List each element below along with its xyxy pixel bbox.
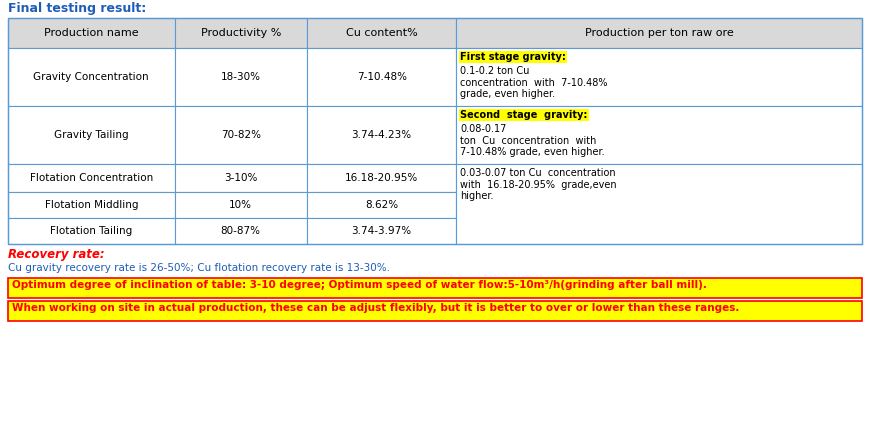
Bar	[456, 106, 862, 164]
Bar	[8, 18, 862, 244]
Text: Recovery rate:: Recovery rate:	[8, 248, 104, 261]
Bar	[8, 278, 862, 298]
Bar	[8, 218, 175, 244]
Text: 3-10%: 3-10%	[224, 173, 258, 183]
Text: When working on site in actual production, these can be adjust flexibly, but it : When working on site in actual productio…	[12, 303, 739, 313]
Bar	[307, 164, 456, 192]
Text: 7-10.48%: 7-10.48%	[357, 72, 407, 82]
Text: Final testing result:: Final testing result:	[8, 2, 146, 15]
Text: Flotation Middling: Flotation Middling	[45, 200, 138, 210]
Bar	[8, 192, 175, 218]
Bar	[8, 164, 175, 192]
Text: 70-82%: 70-82%	[221, 130, 260, 140]
Bar	[175, 218, 307, 244]
Bar	[8, 106, 175, 164]
Bar	[307, 106, 456, 164]
Bar	[307, 18, 456, 48]
Text: Flotation Concentration: Flotation Concentration	[30, 173, 153, 183]
Bar	[8, 48, 175, 106]
Text: Optimum degree of inclination of table: 3-10 degree; Optimum speed of water flow: Optimum degree of inclination of table: …	[12, 280, 707, 290]
Bar	[307, 192, 456, 218]
Text: Productivity %: Productivity %	[201, 28, 281, 38]
Text: Flotation Tailing: Flotation Tailing	[50, 226, 132, 236]
Text: Production name: Production name	[44, 28, 139, 38]
Bar	[456, 164, 862, 244]
Text: Gravity Concentration: Gravity Concentration	[33, 72, 149, 82]
Text: 0.03-0.07 ton Cu  concentration
with  16.18-20.95%  grade,even
higher.: 0.03-0.07 ton Cu concentration with 16.1…	[460, 168, 617, 201]
Text: 3.74-4.23%: 3.74-4.23%	[352, 130, 411, 140]
Text: First stage gravity:: First stage gravity:	[460, 52, 567, 62]
Text: 10%: 10%	[229, 200, 253, 210]
Bar	[307, 218, 456, 244]
Bar	[175, 192, 307, 218]
Bar	[175, 18, 307, 48]
Bar	[456, 48, 862, 106]
Text: 0.08-0.17
ton  Cu  concentration  with
7-10.48% grade, even higher.: 0.08-0.17 ton Cu concentration with 7-10…	[460, 124, 605, 157]
Bar	[456, 18, 862, 48]
Text: 0.1-0.2 ton Cu
concentration  with  7-10.48%
grade, even higher.: 0.1-0.2 ton Cu concentration with 7-10.4…	[460, 66, 608, 99]
Text: 80-87%: 80-87%	[221, 226, 260, 236]
Text: 16.18-20.95%: 16.18-20.95%	[345, 173, 418, 183]
Text: Gravity Tailing: Gravity Tailing	[54, 130, 129, 140]
Bar	[175, 48, 307, 106]
Text: Cu content%: Cu content%	[346, 28, 417, 38]
Bar	[307, 48, 456, 106]
Text: 18-30%: 18-30%	[221, 72, 260, 82]
Bar	[175, 164, 307, 192]
Text: Cu gravity recovery rate is 26-50%; Cu flotation recovery rate is 13-30%.: Cu gravity recovery rate is 26-50%; Cu f…	[8, 263, 390, 273]
Text: Second  stage  gravity:: Second stage gravity:	[460, 110, 588, 120]
Text: Production per ton raw ore: Production per ton raw ore	[585, 28, 733, 38]
Bar	[175, 106, 307, 164]
Bar	[8, 301, 862, 321]
Bar	[8, 18, 175, 48]
Text: 8.62%: 8.62%	[365, 200, 398, 210]
Text: 3.74-3.97%: 3.74-3.97%	[352, 226, 411, 236]
